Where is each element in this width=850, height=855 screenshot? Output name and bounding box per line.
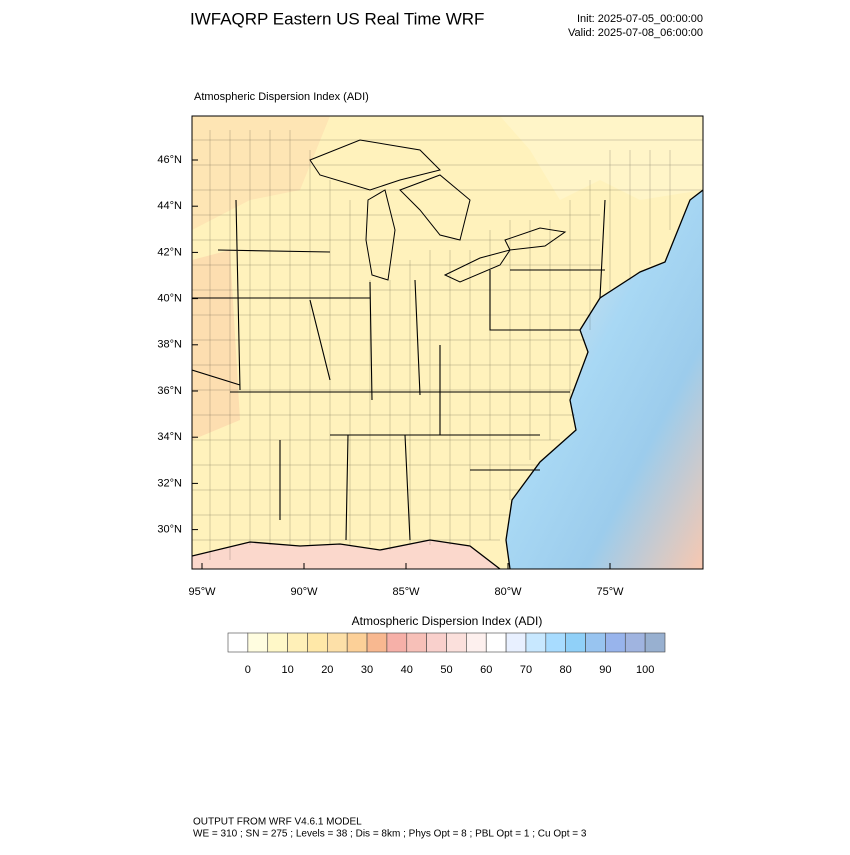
colorbar-label: 70 xyxy=(520,664,532,676)
colorbar-label: 50 xyxy=(440,664,452,676)
colorbar-label: 100 xyxy=(636,664,654,676)
title: IWFAQRP Eastern US Real Time WRF xyxy=(190,9,484,28)
footer-line: OUTPUT FROM WRF V4.6.1 MODEL xyxy=(193,817,362,828)
lat-label: 46°N xyxy=(157,154,182,166)
colorbar-box xyxy=(644,632,666,653)
lat-label: 38°N xyxy=(157,339,182,351)
lon-label: 80°W xyxy=(494,586,522,598)
colorbar-box xyxy=(505,632,527,653)
colorbar-box xyxy=(366,632,388,653)
colorbar-label: 0 xyxy=(245,664,251,676)
map-frame xyxy=(191,115,704,570)
lat-label: 34°N xyxy=(157,431,182,443)
colorbar-label: 60 xyxy=(480,664,492,676)
lat-label: 42°N xyxy=(157,246,182,258)
colorbar-box xyxy=(485,632,507,653)
colorbar-box xyxy=(446,632,467,653)
colorbar-box xyxy=(327,632,348,653)
colorbar-label: 30 xyxy=(361,664,373,676)
colorbar-box xyxy=(605,632,626,653)
lon-label: 95°W xyxy=(188,586,216,598)
colorbar-box xyxy=(346,632,368,653)
colorbar-box xyxy=(386,632,408,653)
colorbar-label: 80 xyxy=(560,664,572,676)
colorbar-box xyxy=(426,632,447,653)
lat-label: 36°N xyxy=(157,385,182,397)
map xyxy=(192,116,703,569)
colorbar-box xyxy=(525,632,547,653)
colorbar-box xyxy=(585,632,606,653)
colorbar-box xyxy=(247,632,269,653)
lon-label: 85°W xyxy=(392,586,420,598)
colorbar-box xyxy=(624,632,646,653)
lon-label: 90°W xyxy=(290,586,318,598)
colorbar-box xyxy=(267,632,288,653)
colorbar-label: 20 xyxy=(321,664,333,676)
colorbar-box xyxy=(545,632,566,653)
colorbar-label: 40 xyxy=(401,664,413,676)
footer-line: WE = 310 ; SN = 275 ; Levels = 38 ; Dis … xyxy=(193,829,587,840)
lat-label: 30°N xyxy=(157,524,182,536)
colorbar-box xyxy=(227,632,249,653)
lat-label: 40°N xyxy=(157,293,182,305)
colorbar-box xyxy=(406,632,427,653)
colorbar-box xyxy=(565,632,586,653)
colorbar-title: Atmospheric Dispersion Index (ADI) xyxy=(352,614,543,628)
map-subtitle: Atmospheric Dispersion Index (ADI) xyxy=(194,91,369,103)
colorbar-label: 10 xyxy=(281,664,293,676)
init-time: Init: 2025-07-05_00:00:00 xyxy=(577,13,703,25)
lat-label: 32°N xyxy=(157,477,182,489)
colorbar-box xyxy=(466,632,487,653)
colorbar-label: 90 xyxy=(599,664,611,676)
colorbar-box xyxy=(287,632,308,653)
valid-time: Valid: 2025-07-08_06:00:00 xyxy=(568,27,703,39)
colorbar-box xyxy=(307,632,328,653)
lat-label: 44°N xyxy=(157,200,182,212)
lon-label: 75°W xyxy=(596,586,624,598)
